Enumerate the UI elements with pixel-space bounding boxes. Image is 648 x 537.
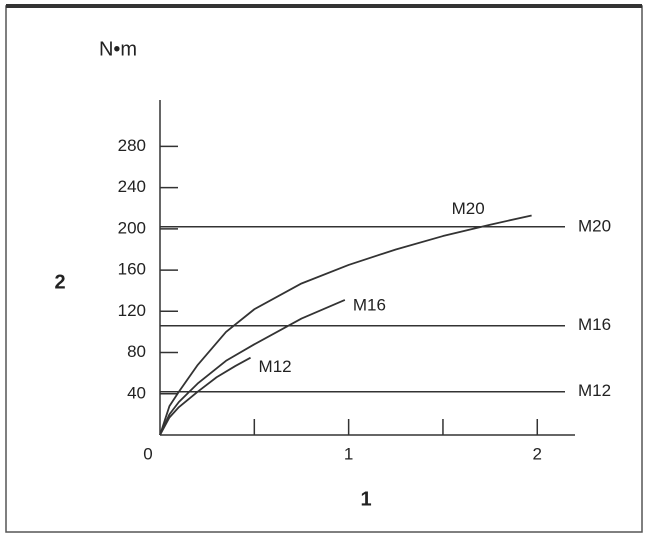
- y-tick-label: 280: [118, 136, 146, 155]
- series-line: [159, 299, 346, 436]
- y-axis-label: 2: [54, 271, 65, 293]
- y-tick-label: 200: [118, 218, 146, 237]
- x-tick-label: 1: [344, 444, 353, 463]
- frame: [5, 5, 643, 533]
- y-tick-label: 240: [118, 177, 146, 196]
- x-tick-label: 0: [143, 444, 152, 463]
- y-tick-label: 160: [118, 260, 146, 279]
- x-axis-label: 1: [360, 488, 371, 510]
- reference-label: M16: [578, 315, 611, 334]
- series-line: [159, 356, 251, 436]
- y-tick-label: 120: [118, 301, 146, 320]
- series-line: [159, 214, 532, 436]
- series-label: M12: [259, 357, 292, 376]
- x-tick-label: 2: [533, 444, 542, 463]
- series-label: M20: [452, 199, 485, 218]
- reference-label: M12: [578, 381, 611, 400]
- y-tick-label: 40: [127, 383, 146, 402]
- y-unit: N•m: [99, 38, 137, 60]
- reference-label: M20: [578, 216, 611, 235]
- y-tick-label: 80: [127, 342, 146, 361]
- series-label: M16: [353, 295, 386, 314]
